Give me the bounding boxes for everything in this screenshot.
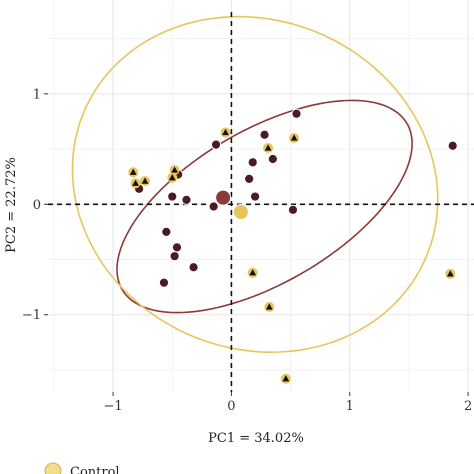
x-tick-label: 0 [227, 399, 235, 414]
data-point-triangle [128, 167, 138, 177]
data-point-circle [211, 140, 220, 149]
legend-label-control: Control [70, 465, 120, 474]
y-tick-label: −1 [22, 308, 41, 323]
data-points [128, 109, 457, 384]
data-point-circle [248, 158, 257, 167]
data-point-circle [260, 130, 269, 139]
data-point-triangle [131, 178, 141, 188]
data-point-circle [209, 202, 218, 211]
data-point-triangle [445, 269, 455, 279]
data-point-circle [245, 174, 254, 183]
confidence-ellipse-2 [73, 17, 438, 353]
data-point-triangle [140, 176, 150, 186]
data-point-circle [189, 263, 198, 272]
data-point-circle [288, 205, 297, 214]
legend-key-control [45, 463, 61, 474]
data-point-circle [168, 192, 177, 201]
data-point-circle [250, 192, 259, 201]
axis-ticks: −1 0 1 2 −1 0 1 [22, 87, 472, 414]
data-point-circle [170, 252, 179, 261]
data-point-circle [159, 278, 168, 287]
data-point-triangle [248, 268, 258, 278]
data-point-triangle [263, 143, 273, 153]
centroid-2 [233, 205, 248, 220]
x-tick-label: 2 [464, 399, 472, 414]
data-point-circle [268, 154, 277, 163]
legend: Control [45, 463, 120, 474]
data-point-triangle [264, 302, 274, 312]
data-point-triangle [167, 173, 177, 183]
data-point-triangle [221, 128, 231, 138]
confidence-ellipses [73, 17, 438, 353]
grid [48, 0, 474, 392]
y-tick-label: 1 [33, 87, 41, 102]
y-tick-label: 0 [33, 198, 41, 213]
centroid-1 [216, 190, 231, 205]
data-point-circle [162, 227, 171, 236]
data-point-triangle [281, 374, 291, 384]
x-tick-label: −1 [103, 399, 122, 414]
y-axis-title: PC2 = 22.72% [4, 157, 19, 253]
data-point-circle [292, 109, 301, 118]
x-tick-label: 1 [346, 399, 354, 414]
data-point-circle [182, 195, 191, 204]
data-point-circle [448, 141, 457, 150]
data-point-triangle [289, 133, 299, 143]
x-axis-title: PC1 = 34.02% [208, 431, 304, 446]
data-point-circle [172, 243, 181, 252]
